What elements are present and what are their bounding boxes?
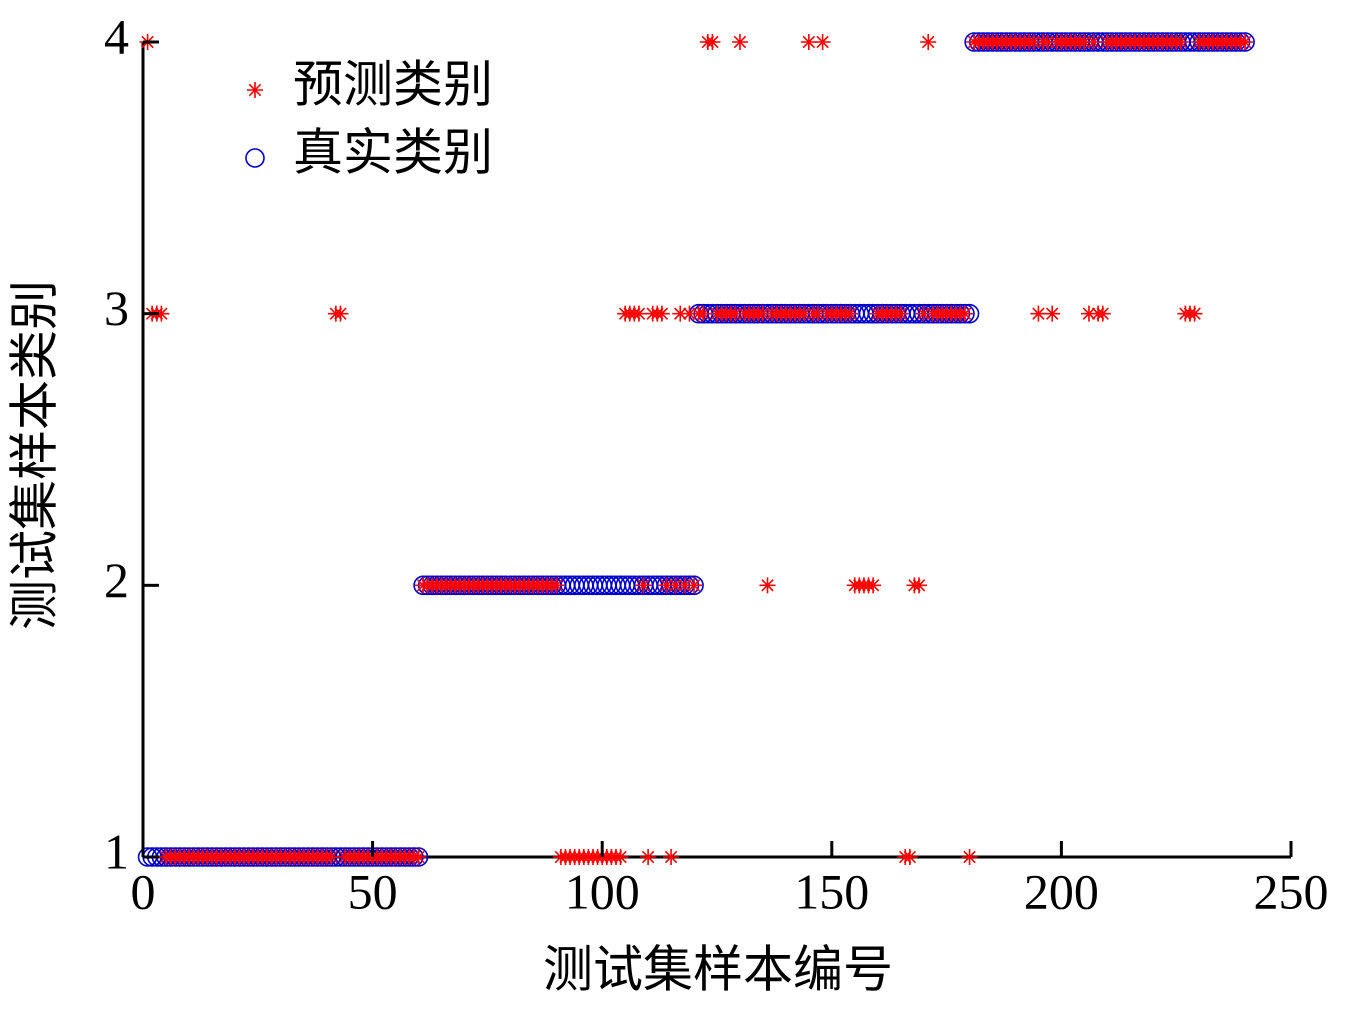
- star-point: [653, 305, 670, 322]
- x-tick-label: 0: [131, 863, 156, 919]
- star-point: [727, 305, 744, 322]
- star-point: [640, 849, 657, 865]
- y-tick-label: 2: [104, 552, 129, 608]
- legend-marker: [247, 82, 263, 98]
- star-point: [1172, 34, 1189, 50]
- plot-area: [137, 32, 1255, 867]
- star-point: [681, 305, 698, 322]
- star-point: [1044, 305, 1061, 322]
- star-point: [901, 849, 918, 865]
- star-point: [153, 305, 170, 322]
- star-point: [956, 305, 973, 322]
- y-tick-label: 1: [104, 823, 129, 879]
- star-point: [658, 577, 675, 594]
- star-point: [911, 577, 928, 594]
- star-point: [1076, 34, 1093, 50]
- star-point: [630, 305, 647, 322]
- y-tick-label: 3: [104, 280, 129, 336]
- star-point: [865, 577, 882, 594]
- star-point: [1080, 305, 1097, 322]
- star-point: [1030, 305, 1047, 322]
- x-tick-label: 50: [348, 863, 398, 919]
- star-point: [1186, 305, 1203, 322]
- x-tick-label: 150: [794, 863, 869, 919]
- star-point: [410, 849, 427, 865]
- star-point: [1094, 305, 1111, 322]
- star-point: [332, 305, 349, 322]
- star-point: [695, 305, 712, 322]
- legend-marker: [245, 148, 265, 168]
- star-point: [323, 849, 340, 865]
- star-point: [1085, 34, 1102, 50]
- y-axis-label: 测试集样本类别: [6, 280, 62, 630]
- star-point: [800, 34, 817, 50]
- star-point: [1237, 34, 1254, 50]
- star-point: [672, 305, 689, 322]
- star-point: [814, 34, 831, 50]
- star-point: [667, 577, 684, 594]
- star-point: [548, 577, 565, 594]
- star-point: [635, 577, 652, 594]
- star-point: [842, 305, 859, 322]
- star-point: [810, 305, 827, 322]
- star-point: [892, 305, 909, 322]
- star-point: [961, 849, 978, 865]
- x-axis-label: 测试集样本编号: [543, 941, 893, 997]
- star-point: [1039, 34, 1056, 50]
- star-point: [754, 305, 771, 322]
- star-point: [731, 34, 748, 50]
- star-point: [796, 305, 813, 322]
- legend-label: 预测类别: [293, 56, 493, 112]
- star-point: [704, 34, 721, 50]
- x-tick-label: 250: [1254, 863, 1329, 919]
- star-point: [686, 577, 703, 594]
- star-point: [663, 849, 680, 865]
- star-point: [676, 577, 693, 594]
- star-point: [759, 577, 776, 594]
- y-tick-label: 4: [104, 8, 129, 64]
- star-point: [915, 305, 932, 322]
- x-tick-label: 200: [1024, 863, 1099, 919]
- legend-label: 真实类别: [293, 124, 493, 180]
- star-point: [1025, 34, 1042, 50]
- star-point: [920, 34, 937, 50]
- star-point: [612, 849, 629, 865]
- x-tick-label: 100: [565, 863, 640, 919]
